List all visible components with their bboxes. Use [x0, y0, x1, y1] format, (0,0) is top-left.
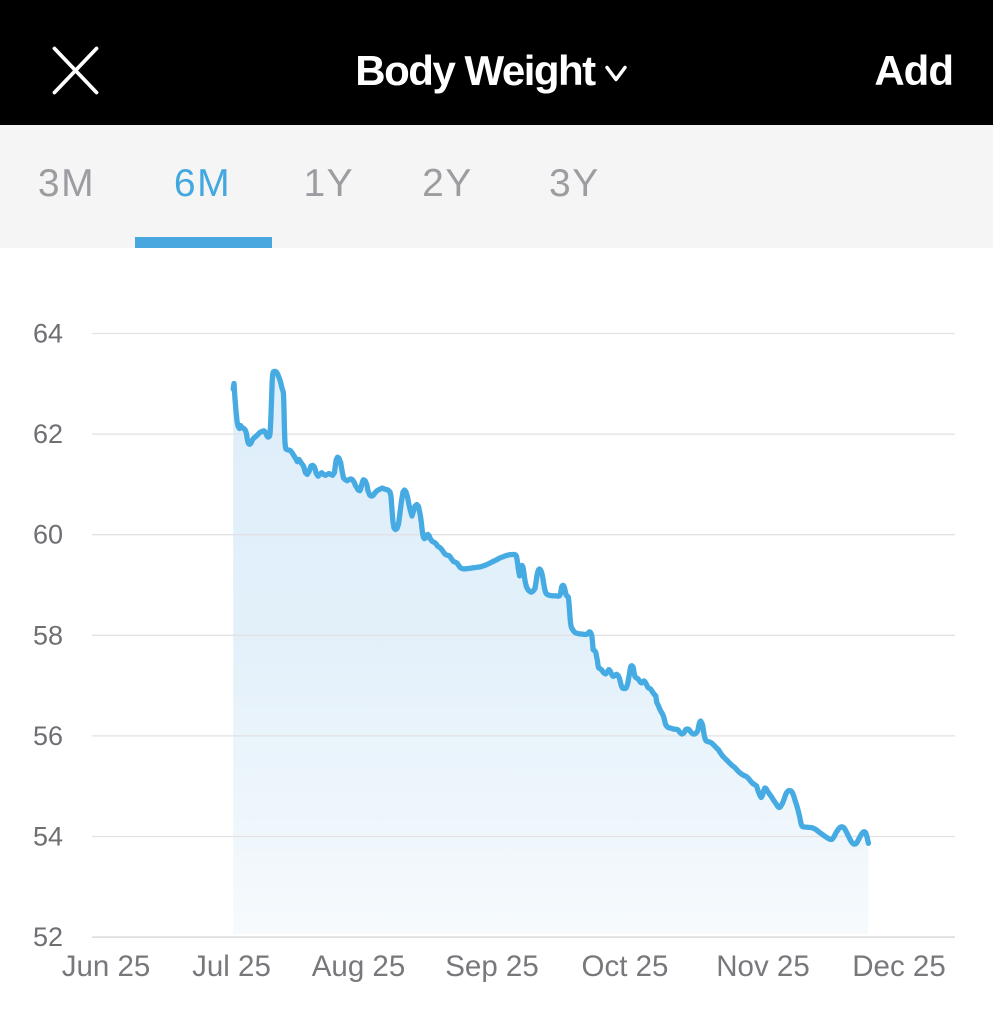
- svg-text:Jul 25: Jul 25: [192, 950, 271, 983]
- svg-text:Oct 25: Oct 25: [582, 950, 669, 983]
- svg-text:Sep 25: Sep 25: [445, 950, 539, 983]
- svg-text:54: 54: [33, 822, 63, 852]
- svg-text:62: 62: [33, 419, 63, 449]
- svg-text:52: 52: [33, 922, 63, 952]
- svg-text:Aug 25: Aug 25: [312, 950, 406, 983]
- svg-text:56: 56: [33, 721, 63, 751]
- svg-text:60: 60: [33, 520, 63, 550]
- svg-text:64: 64: [33, 319, 63, 349]
- svg-text:Dec 25: Dec 25: [852, 950, 945, 983]
- svg-text:58: 58: [33, 620, 63, 650]
- svg-text:Jun 25: Jun 25: [62, 950, 151, 983]
- svg-text:Nov 25: Nov 25: [716, 950, 809, 983]
